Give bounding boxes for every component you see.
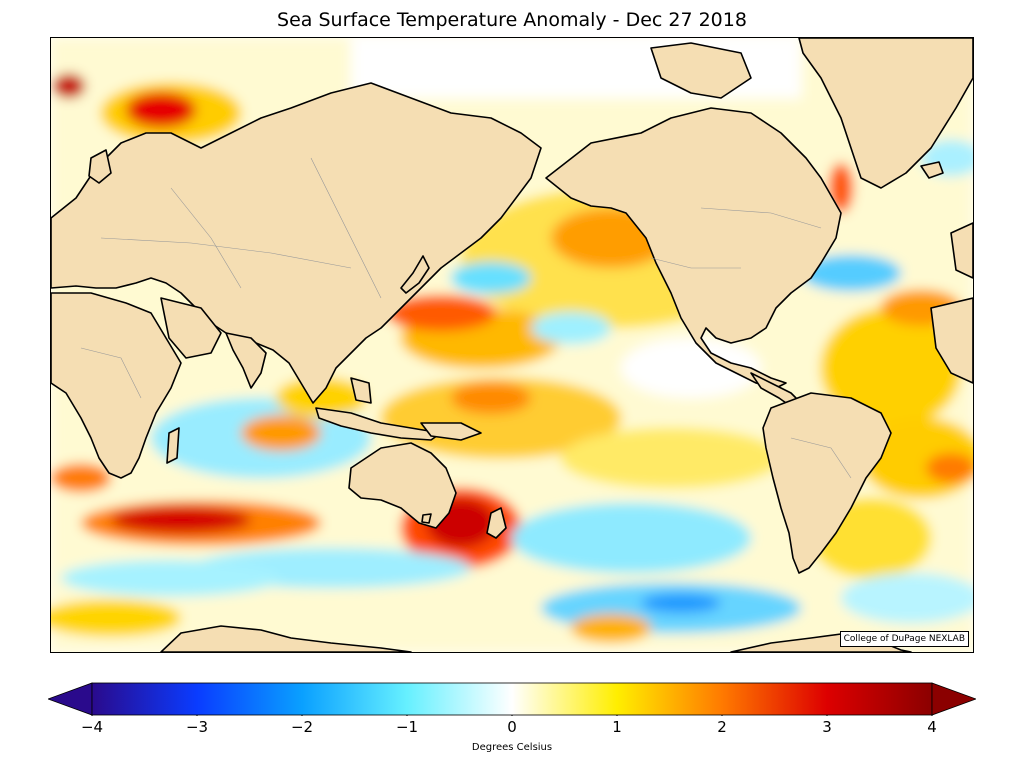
colorbar-tick-label: −3 [185,718,209,736]
philippines-borneo [350,377,372,404]
land-masses [51,38,973,652]
colorbar [48,682,976,716]
colorbar-tick-label: 3 [822,718,832,736]
colorbar-tick-label: 1 [612,718,622,736]
south-america [762,392,892,574]
indonesia [315,407,442,441]
british-isles [88,149,112,184]
new-guinea [420,422,482,441]
map-canvas [51,38,973,652]
country-borders [80,157,852,479]
colorbar-label: Degrees Celsius [471,742,553,753]
greenland [798,38,973,189]
arctic-islands [650,42,752,99]
sst-anomaly-map: College of DuPage NEXLAB [50,37,974,653]
indian-subcontinent [225,332,267,389]
north-america [545,107,842,389]
tasmania [421,513,432,524]
colorbar-extend-high [931,682,976,716]
colorbar-tick-label: −2 [290,718,314,736]
credit-label: College of DuPage NEXLAB [839,631,969,647]
chart-title: Sea Surface Temperature Anomaly - Dec 27… [277,9,747,31]
europe-edge [950,222,973,279]
colorbar-graphic [48,682,976,716]
colorbar-tick-label: 4 [927,718,937,736]
madagascar [166,427,180,464]
antarctica-west [160,625,412,652]
japan [400,255,430,294]
colorbar-tick-label: 0 [507,718,517,736]
colorbar-tick-label: 2 [717,718,727,736]
colorbar-body [91,682,933,716]
west-africa-edge [930,297,973,384]
australia [348,442,457,529]
colorbar-tick-label: −1 [395,718,419,736]
colorbar-tick-marks [91,715,933,716]
eurasia [51,82,542,404]
colorbar-tick-label: −4 [80,718,104,736]
africa [51,292,182,479]
colorbar-extend-low [48,682,93,716]
iceland [920,161,944,179]
arabian-peninsula [160,297,222,359]
new-zealand [486,507,507,539]
